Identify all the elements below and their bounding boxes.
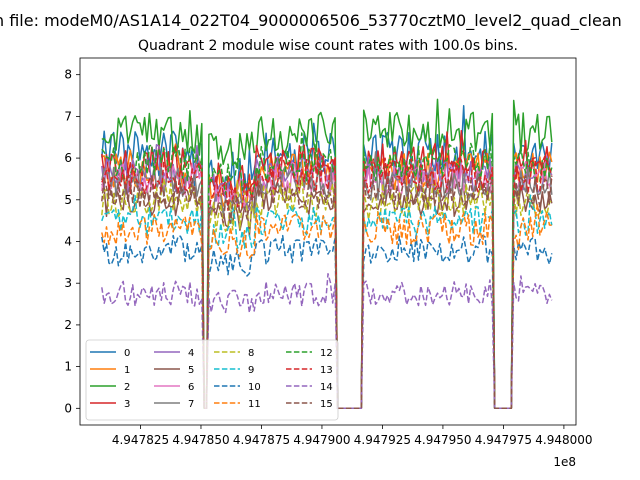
y-tick-label: 5	[64, 193, 72, 207]
legend-label-3: 3	[124, 399, 130, 410]
series-line-12	[101, 132, 553, 410]
x-tick-label: 4.947850	[172, 433, 229, 447]
chart-suptitle: n file: modeM0/AS1A14_022T04_9000006506_…	[0, 11, 622, 31]
y-tick-label: 3	[64, 276, 72, 290]
chart-title: Quadrant 2 module wise count rates with …	[138, 38, 518, 54]
legend-label-7: 7	[188, 399, 194, 410]
y-tick-label: 4	[64, 235, 72, 249]
legend-label-10: 10	[248, 382, 261, 393]
x-tick-label: 4.947900	[293, 433, 350, 447]
legend-label-12: 12	[320, 348, 333, 359]
y-axis-ticks: 0 1 2 3 4 5 6 7 8	[64, 68, 80, 415]
legend-label-5: 5	[188, 365, 194, 376]
series-line-11	[101, 203, 552, 410]
legend-label-0: 0	[124, 348, 130, 359]
legend-label-14: 14	[320, 382, 333, 393]
legend-label-6: 6	[188, 382, 194, 393]
legend-label-8: 8	[248, 348, 254, 359]
legend-label-2: 2	[124, 382, 130, 393]
y-tick-label: 0	[64, 401, 72, 415]
x-axis-ticks: 4.947825 4.947850 4.947875 4.947900 4.947925…	[112, 425, 593, 447]
series-line-6	[101, 161, 553, 410]
x-tick-label: 4.947875	[233, 433, 290, 447]
series-line-10	[101, 234, 553, 410]
x-tick-label: 4.947825	[112, 433, 169, 447]
x-offset-label: 1e8	[553, 455, 576, 469]
legend-label-11: 11	[248, 399, 261, 410]
legend-label-9: 9	[248, 365, 254, 376]
legend-label-15: 15	[320, 399, 333, 410]
series-line-15	[101, 174, 553, 410]
y-tick-label: 8	[64, 68, 72, 82]
x-tick-label: 4.947925	[354, 433, 411, 447]
series-line-1	[101, 143, 553, 410]
x-tick-label: 4.947975	[475, 433, 532, 447]
legend-label-13: 13	[320, 365, 333, 376]
y-tick-label: 1	[64, 360, 72, 374]
x-tick-label: 4.948000	[535, 433, 592, 447]
legend-frame	[85, 339, 339, 421]
y-tick-label: 7	[64, 109, 72, 123]
y-tick-label: 6	[64, 151, 72, 165]
legend-label-4: 4	[188, 348, 194, 359]
x-tick-label: 4.947950	[414, 433, 471, 447]
series-layer	[101, 98, 553, 410]
legend-label-1: 1	[124, 365, 130, 376]
series-line-14	[101, 273, 553, 410]
y-tick-label: 2	[64, 318, 72, 332]
